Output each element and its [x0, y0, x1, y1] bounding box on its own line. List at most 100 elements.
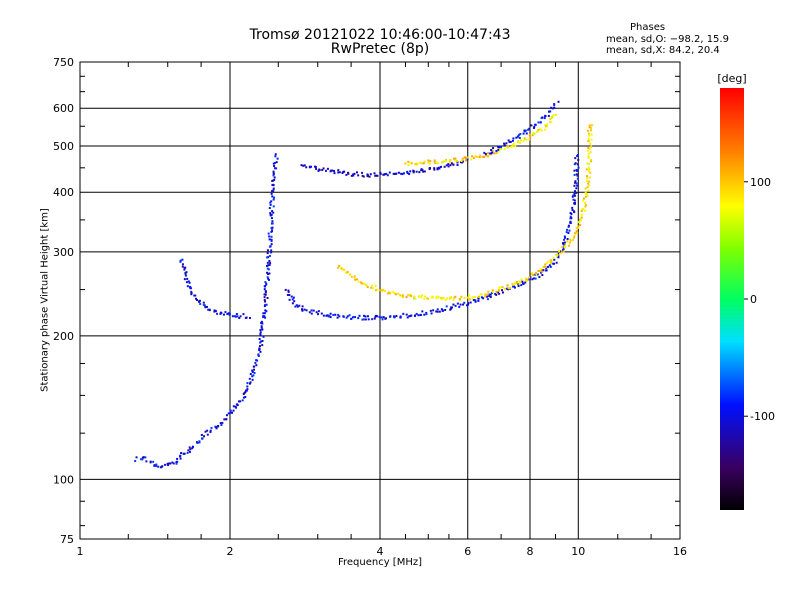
data-point [363, 314, 366, 317]
data-point [310, 165, 313, 168]
data-point [175, 462, 178, 465]
data-point [545, 261, 548, 264]
data-point [246, 382, 249, 385]
data-point [564, 246, 567, 249]
data-point [270, 200, 273, 203]
data-point [287, 290, 290, 293]
data-point [215, 427, 218, 430]
data-point [186, 277, 189, 280]
data-point [393, 316, 396, 319]
data-point [412, 170, 415, 173]
data-point [424, 295, 427, 298]
data-point [264, 281, 267, 284]
data-point [237, 400, 240, 403]
data-point [577, 225, 580, 228]
data-point [566, 240, 569, 243]
data-point [270, 251, 273, 254]
data-point [463, 301, 466, 304]
data-point [503, 148, 506, 151]
data-point [373, 172, 376, 175]
x-axis-label: Frequency [MHz] [337, 557, 423, 568]
data-point [301, 308, 304, 311]
data-point [259, 350, 262, 353]
data-point [239, 400, 242, 403]
data-point [544, 128, 547, 131]
data-point [414, 314, 417, 317]
data-point [263, 305, 266, 308]
data-point [588, 124, 591, 127]
data-point [574, 180, 577, 183]
data-point [401, 295, 404, 298]
data-point [204, 430, 207, 433]
data-point [376, 288, 379, 291]
data-point [357, 174, 360, 177]
data-point [265, 310, 268, 313]
data-point [303, 164, 306, 167]
data-point [362, 175, 365, 178]
data-point [575, 227, 578, 230]
data-point [269, 262, 272, 265]
data-point [589, 160, 592, 163]
data-point [345, 271, 348, 274]
data-point [225, 414, 228, 417]
data-point [272, 205, 275, 208]
data-point [305, 309, 308, 312]
data-point [167, 464, 170, 467]
data-point [314, 165, 317, 168]
data-point [484, 293, 487, 296]
data-point [337, 313, 340, 316]
data-point [155, 463, 158, 466]
data-point [530, 124, 533, 127]
data-point [267, 268, 270, 271]
x-tick-label: 4 [377, 545, 384, 558]
data-point [350, 275, 353, 278]
data-point [584, 201, 587, 204]
data-point [264, 316, 267, 319]
data-point [578, 220, 581, 223]
data-point [449, 295, 452, 298]
data-point [252, 374, 255, 377]
data-point [239, 315, 242, 318]
data-point [217, 424, 220, 427]
data-point [543, 117, 546, 120]
data-point [470, 158, 473, 161]
data-point [388, 171, 391, 174]
data-point [317, 169, 320, 172]
data-point [531, 272, 534, 275]
data-point [507, 139, 510, 142]
data-point [550, 121, 553, 124]
data-point [536, 130, 539, 133]
data-point [436, 167, 439, 170]
data-point [300, 164, 303, 167]
data-point [465, 304, 468, 307]
data-point [454, 295, 457, 298]
data-point [305, 166, 308, 169]
data-point [191, 445, 194, 448]
data-point [574, 190, 577, 193]
data-point [259, 329, 262, 332]
data-point [223, 418, 226, 421]
data-point [540, 129, 543, 132]
data-point [366, 315, 369, 318]
data-point [573, 202, 576, 205]
data-point [554, 113, 557, 116]
data-point [196, 298, 199, 301]
data-point [329, 316, 332, 319]
data-point [532, 277, 535, 280]
y-tick-label: 750 [53, 56, 74, 69]
data-point [553, 107, 556, 110]
data-point [273, 178, 276, 181]
data-point [460, 159, 463, 162]
data-point [452, 298, 455, 301]
data-point [266, 267, 269, 270]
data-point [225, 418, 228, 421]
data-point [198, 299, 201, 302]
data-point [346, 270, 349, 273]
data-point [519, 281, 522, 284]
data-point [333, 170, 336, 173]
data-point [256, 359, 259, 362]
data-point [553, 104, 556, 107]
data-point [524, 277, 527, 280]
data-point [586, 193, 589, 196]
data-point [246, 388, 249, 391]
